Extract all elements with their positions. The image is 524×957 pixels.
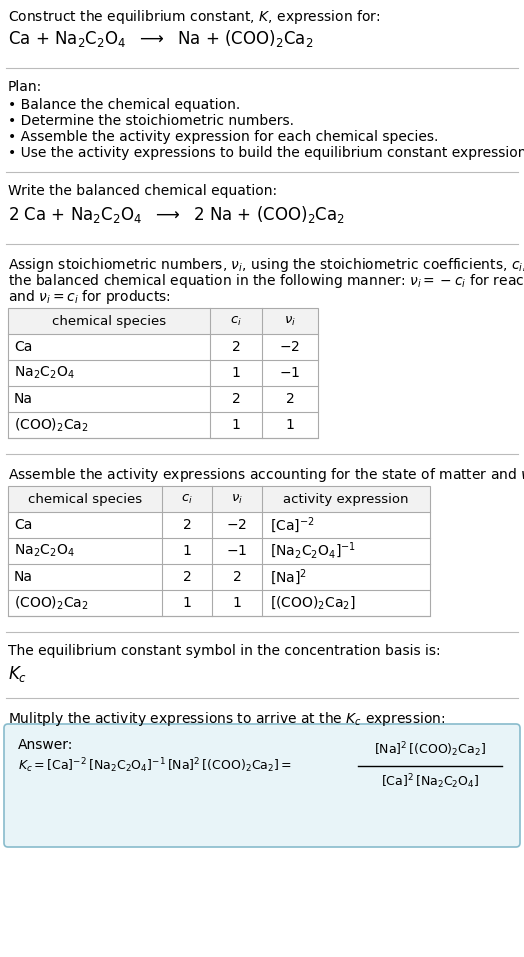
Text: $K_c = [\mathrm{Ca}]^{-2}\,[\mathrm{Na_2C_2O_4}]^{-1}\,[\mathrm{Na}]^{2}\,[(\mat: $K_c = [\mathrm{Ca}]^{-2}\,[\mathrm{Na_2…	[18, 757, 292, 775]
Text: • Use the activity expressions to build the equilibrium constant expression.: • Use the activity expressions to build …	[8, 146, 524, 160]
Text: the balanced chemical equation in the following manner: $\nu_i = -c_i$ for react: the balanced chemical equation in the fo…	[8, 272, 524, 290]
Text: 1: 1	[232, 418, 241, 432]
Text: (COO)$_2$Ca$_2$: (COO)$_2$Ca$_2$	[14, 416, 89, 434]
Text: 1: 1	[286, 418, 294, 432]
Text: Na: Na	[14, 570, 33, 584]
Text: 2: 2	[286, 392, 294, 406]
Text: Na$_2$C$_2$O$_4$: Na$_2$C$_2$O$_4$	[14, 543, 74, 559]
Text: 2: 2	[232, 340, 241, 354]
Text: chemical species: chemical species	[52, 315, 166, 327]
Text: Write the balanced chemical equation:: Write the balanced chemical equation:	[8, 184, 277, 198]
Text: Assemble the activity expressions accounting for the state of matter and $\nu_i$: Assemble the activity expressions accoun…	[8, 466, 524, 484]
Text: $c_i$: $c_i$	[181, 493, 193, 505]
Text: 1: 1	[182, 544, 191, 558]
Text: 1: 1	[233, 596, 242, 610]
Bar	[8, 486, 430, 512]
Text: $\nu_i$: $\nu_i$	[231, 493, 243, 505]
Text: $[\mathrm{Na_2C_2O_4}]^{-1}$: $[\mathrm{Na_2C_2O_4}]^{-1}$	[270, 541, 356, 561]
Text: $-2$: $-2$	[279, 340, 300, 354]
Text: $[(\mathrm{COO})_2\mathrm{Ca_2}]$: $[(\mathrm{COO})_2\mathrm{Ca_2}]$	[270, 594, 356, 612]
Text: $-1$: $-1$	[279, 366, 301, 380]
Bar	[8, 486, 430, 616]
Text: 2 Ca + Na$_2$C$_2$O$_4$  $\longrightarrow$  2 Na + (COO)$_2$Ca$_2$: 2 Ca + Na$_2$C$_2$O$_4$ $\longrightarrow…	[8, 204, 345, 225]
Text: Plan:: Plan:	[8, 80, 42, 94]
FancyBboxPatch shape	[4, 724, 520, 847]
Bar	[8, 308, 318, 438]
Text: $[\mathrm{Ca}]^{-2}$: $[\mathrm{Ca}]^{-2}$	[270, 515, 314, 535]
Text: $[\mathrm{Na}]^2\,[(\mathrm{COO})_2\mathrm{Ca_2}]$: $[\mathrm{Na}]^2\,[(\mathrm{COO})_2\math…	[374, 741, 486, 759]
Text: $\nu_i$: $\nu_i$	[284, 315, 296, 327]
Text: Construct the equilibrium constant, $K$, expression for:: Construct the equilibrium constant, $K$,…	[8, 8, 380, 26]
Text: 2: 2	[183, 518, 191, 532]
Text: $[\mathrm{Na}]^{2}$: $[\mathrm{Na}]^{2}$	[270, 568, 307, 587]
Text: Mulitply the activity expressions to arrive at the $K_c$ expression:: Mulitply the activity expressions to arr…	[8, 710, 445, 728]
Text: 2: 2	[183, 570, 191, 584]
Text: (COO)$_2$Ca$_2$: (COO)$_2$Ca$_2$	[14, 594, 89, 612]
Text: $-1$: $-1$	[226, 544, 248, 558]
Text: 2: 2	[233, 570, 242, 584]
Text: • Balance the chemical equation.: • Balance the chemical equation.	[8, 98, 240, 112]
Text: The equilibrium constant symbol in the concentration basis is:: The equilibrium constant symbol in the c…	[8, 644, 441, 658]
Text: Ca + Na$_2$C$_2$O$_4$  $\longrightarrow$  Na + (COO)$_2$Ca$_2$: Ca + Na$_2$C$_2$O$_4$ $\longrightarrow$ …	[8, 28, 313, 49]
Text: Na$_2$C$_2$O$_4$: Na$_2$C$_2$O$_4$	[14, 365, 74, 381]
Bar	[8, 308, 318, 334]
Text: • Assemble the activity expression for each chemical species.: • Assemble the activity expression for e…	[8, 130, 439, 144]
Text: $-2$: $-2$	[226, 518, 247, 532]
Text: 2: 2	[232, 392, 241, 406]
Text: Na: Na	[14, 392, 33, 406]
Text: Answer:: Answer:	[18, 738, 73, 752]
Text: 1: 1	[182, 596, 191, 610]
Text: $K_c$: $K_c$	[8, 664, 27, 684]
Text: chemical species: chemical species	[28, 493, 142, 505]
Text: Ca: Ca	[14, 340, 32, 354]
Text: 1: 1	[232, 366, 241, 380]
Text: • Determine the stoichiometric numbers.: • Determine the stoichiometric numbers.	[8, 114, 294, 128]
Text: Assign stoichiometric numbers, $\nu_i$, using the stoichiometric coefficients, $: Assign stoichiometric numbers, $\nu_i$, …	[8, 256, 524, 274]
Text: $[\mathrm{Ca}]^2\,[\mathrm{Na_2C_2O_4}]$: $[\mathrm{Ca}]^2\,[\mathrm{Na_2C_2O_4}]$	[381, 772, 479, 791]
Text: activity expression: activity expression	[283, 493, 409, 505]
Text: and $\nu_i = c_i$ for products:: and $\nu_i = c_i$ for products:	[8, 288, 171, 306]
Text: $c_i$: $c_i$	[230, 315, 242, 327]
Text: Ca: Ca	[14, 518, 32, 532]
